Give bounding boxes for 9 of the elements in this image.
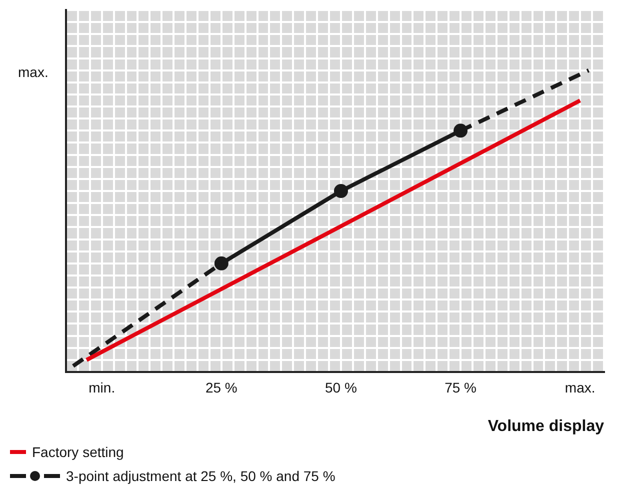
legend-label: Factory setting xyxy=(32,444,124,460)
x-tick-label: 50 % xyxy=(325,379,357,396)
x-axis-title: Volume display xyxy=(488,418,604,435)
x-tick-label: min. xyxy=(88,379,116,396)
legend-label: 3-point adjustment at 25 %, 50 % and 75 % xyxy=(66,468,336,484)
x-tick-label: max. xyxy=(564,379,596,396)
x-tick-label: 25 % xyxy=(205,379,238,396)
x-tick-label: 75 % xyxy=(444,379,476,396)
text: max. xyxy=(18,64,48,80)
